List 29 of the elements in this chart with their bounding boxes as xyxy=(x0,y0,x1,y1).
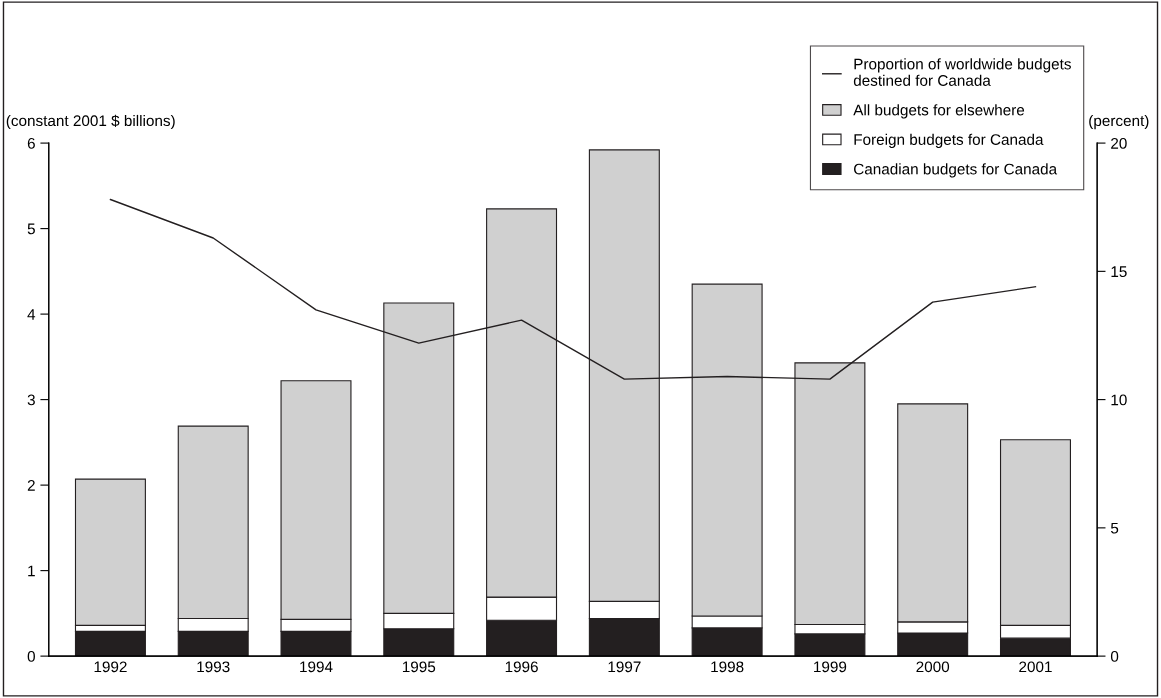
y-tick-label: 1 xyxy=(28,565,35,577)
x-tick-label: 1994 xyxy=(300,661,333,673)
y-tick-label: 0 xyxy=(27,650,35,662)
y-tick-label: 4 xyxy=(27,309,36,320)
x-tick-label: 2000 xyxy=(916,661,950,673)
legend-label: Foreign budgets for Canada xyxy=(854,133,1044,148)
x-tick-label: 1999 xyxy=(814,661,847,673)
x-tick-label: 1998 xyxy=(711,661,744,673)
x-tick-label: 1997 xyxy=(608,661,641,673)
y2-tick-label: 0 xyxy=(1110,650,1119,662)
y-tick-label: 6 xyxy=(27,137,35,149)
legend-label: Canadian budgets for Canada xyxy=(854,163,1058,178)
y-tick-label: 2 xyxy=(27,479,35,491)
x-tick-label: 1992 xyxy=(94,661,127,673)
y2-tick-label: 15 xyxy=(1111,266,1127,278)
y2-tick-label: 10 xyxy=(1111,394,1127,406)
x-tick-label: 1995 xyxy=(402,661,436,673)
bar xyxy=(74,630,146,657)
legend-label: Proportion of worldwide budgets destined for Canada xyxy=(853,58,1071,86)
y-axis-title: (constant 2001 $ billions) xyxy=(6,114,175,130)
y-tick-label: 3 xyxy=(27,394,35,406)
y2-tick-label: 20 xyxy=(1111,137,1127,149)
y-tick-label: 5 xyxy=(27,223,35,235)
legend-label: All budgets for elsewhere xyxy=(853,104,1025,119)
y2-axis-title: (percent) xyxy=(1089,114,1149,130)
x-tick-label: 1996 xyxy=(505,661,538,673)
x-tick-label: 1993 xyxy=(197,661,230,673)
x-tick-label: 2001 xyxy=(1019,661,1052,673)
y2-tick-label: 5 xyxy=(1110,522,1119,534)
